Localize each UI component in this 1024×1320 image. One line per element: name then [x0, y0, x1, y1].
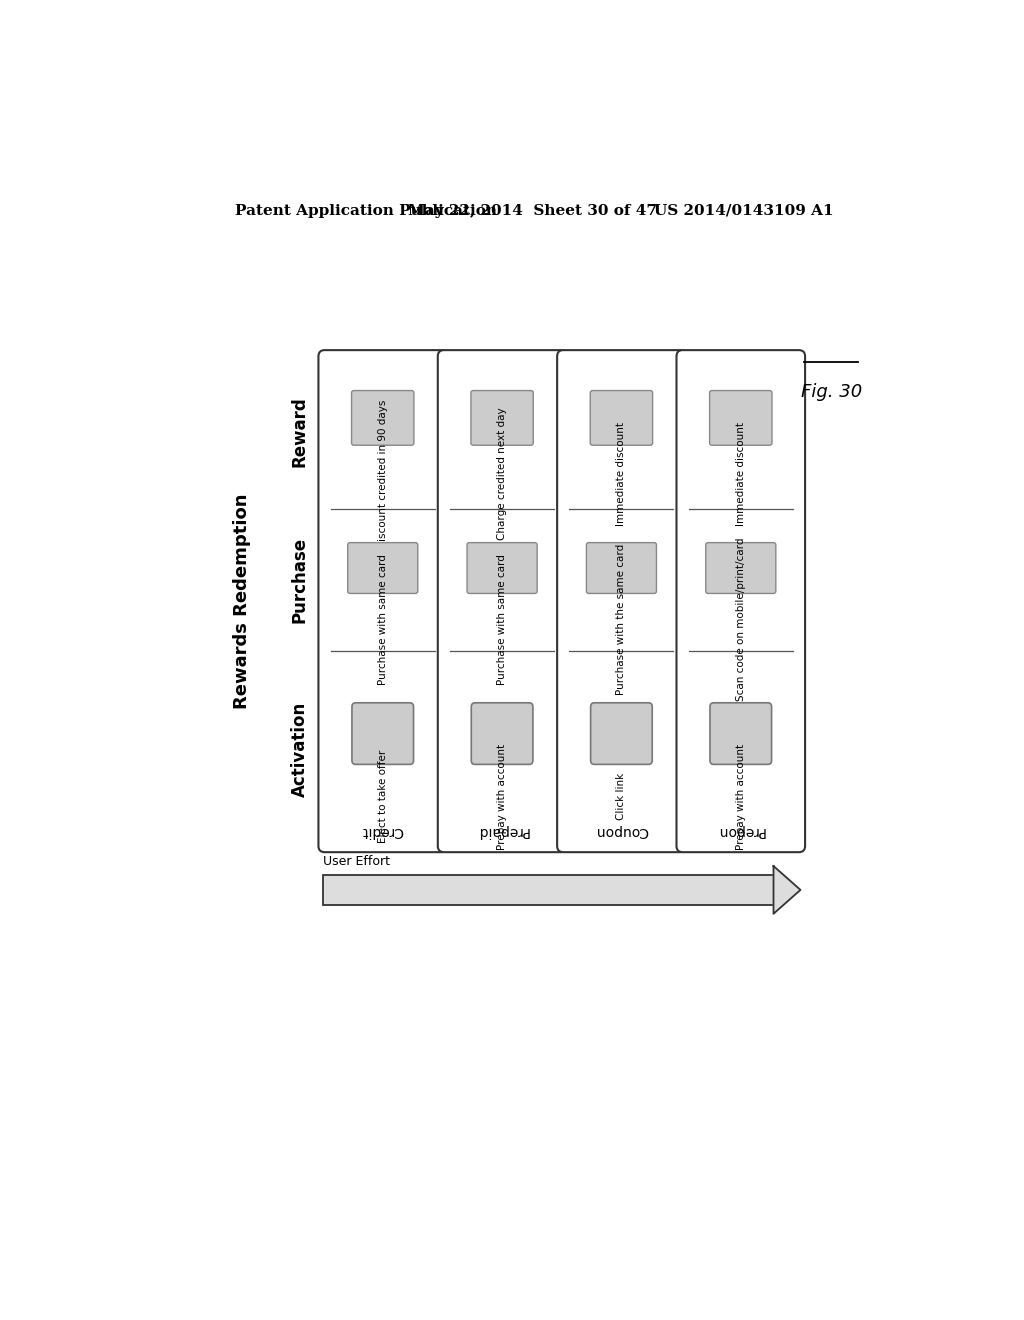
Polygon shape — [773, 866, 801, 913]
FancyBboxPatch shape — [557, 350, 686, 853]
Text: Scan code on mobile/print/card: Scan code on mobile/print/card — [736, 537, 745, 701]
Text: Immediate discount: Immediate discount — [616, 422, 627, 527]
Text: User Effort: User Effort — [323, 855, 390, 869]
Text: Immediate discount: Immediate discount — [736, 422, 745, 527]
FancyBboxPatch shape — [710, 391, 772, 445]
Text: Click link: Click link — [616, 774, 627, 820]
FancyBboxPatch shape — [471, 702, 532, 764]
Text: Prepay with account: Prepay with account — [497, 743, 507, 850]
Text: US 2014/0143109 A1: US 2014/0143109 A1 — [654, 203, 834, 218]
Text: Prepay with account: Prepay with account — [736, 743, 745, 850]
Text: Purchase with the same card: Purchase with the same card — [616, 544, 627, 696]
FancyBboxPatch shape — [318, 350, 447, 853]
Text: Credit: Credit — [361, 824, 403, 838]
FancyBboxPatch shape — [467, 543, 538, 594]
FancyBboxPatch shape — [471, 391, 534, 445]
FancyBboxPatch shape — [706, 543, 776, 594]
FancyBboxPatch shape — [587, 543, 656, 594]
Text: Rewards Redemption: Rewards Redemption — [233, 494, 251, 709]
FancyBboxPatch shape — [438, 350, 566, 853]
Text: Reward: Reward — [291, 396, 309, 467]
FancyBboxPatch shape — [710, 702, 772, 764]
Text: Discount credited in 90 days: Discount credited in 90 days — [378, 400, 388, 549]
Text: Coupon: Coupon — [595, 824, 648, 838]
Text: Patent Application Publication: Patent Application Publication — [234, 203, 497, 218]
FancyBboxPatch shape — [348, 543, 418, 594]
Text: Purchase with same card: Purchase with same card — [497, 554, 507, 685]
Text: Fig. 30: Fig. 30 — [801, 383, 862, 401]
Text: Purchase: Purchase — [291, 536, 309, 623]
Text: Prepaid: Prepaid — [476, 824, 528, 838]
Text: Elect to take offer: Elect to take offer — [378, 750, 388, 843]
Text: May 22, 2014  Sheet 30 of 47: May 22, 2014 Sheet 30 of 47 — [408, 203, 656, 218]
Bar — [323, 875, 773, 904]
FancyBboxPatch shape — [591, 702, 652, 764]
FancyBboxPatch shape — [590, 391, 652, 445]
FancyBboxPatch shape — [352, 702, 414, 764]
Text: Purchase with same card: Purchase with same card — [378, 554, 388, 685]
FancyBboxPatch shape — [677, 350, 805, 853]
FancyBboxPatch shape — [351, 391, 414, 445]
Text: Activation: Activation — [291, 701, 309, 796]
Text: Charge credited next day: Charge credited next day — [497, 408, 507, 540]
Text: Prepon: Prepon — [717, 824, 765, 838]
